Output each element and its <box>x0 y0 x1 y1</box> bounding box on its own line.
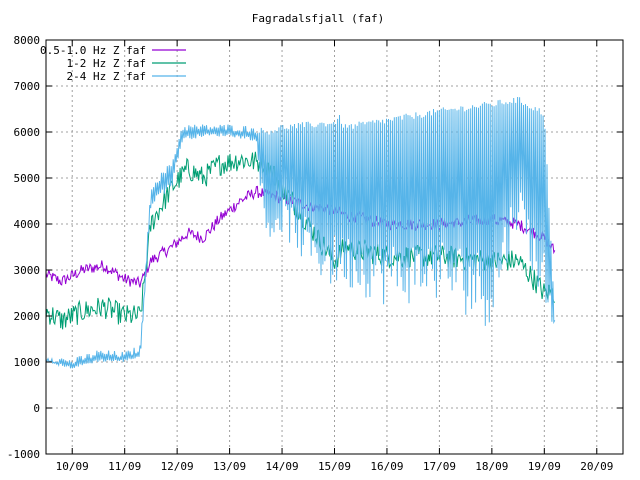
x-tick-label: 12/09 <box>161 460 194 473</box>
axis-ticks: -1000 0 1000 2000 3000 4000 5000 6000 7000 8000 10… <box>7 34 623 473</box>
y-tick-label: -1000 <box>7 448 40 461</box>
x-tick-label: 14/09 <box>265 460 298 473</box>
series-polyline <box>45 96 556 369</box>
y-tick-label: 7000 <box>14 80 41 93</box>
x-tick-label: 10/09 <box>56 460 89 473</box>
y-tick-label: 2000 <box>14 310 41 323</box>
x-tick-label: 20/09 <box>580 460 613 473</box>
y-tick-label: 0 <box>33 402 40 415</box>
x-tick-label: 11/09 <box>108 460 141 473</box>
legend-label: 2-4 Hz Z faf <box>67 70 146 83</box>
x-tick-label: 18/09 <box>475 460 508 473</box>
legend-label: 0.5-1.0 Hz Z faf <box>40 44 146 57</box>
x-tick-label: 19/09 <box>528 460 561 473</box>
x-tick-label: 16/09 <box>370 460 403 473</box>
y-tick-label: 3000 <box>14 264 41 277</box>
y-tick-label: 1000 <box>14 356 41 369</box>
chart-title: Fagradalsfjall (faf) <box>252 12 384 25</box>
series-line <box>45 96 556 369</box>
y-tick-label: 6000 <box>14 126 41 139</box>
y-tick-label: 4000 <box>14 218 41 231</box>
y-tick-label: 8000 <box>14 34 41 47</box>
x-tick-label: 13/09 <box>213 460 246 473</box>
series-layer <box>45 96 556 369</box>
x-tick-label: 17/09 <box>423 460 456 473</box>
y-tick-label: 5000 <box>14 172 41 185</box>
x-tick-label: 15/09 <box>318 460 351 473</box>
legend-label: 1-2 Hz Z faf <box>67 57 146 70</box>
